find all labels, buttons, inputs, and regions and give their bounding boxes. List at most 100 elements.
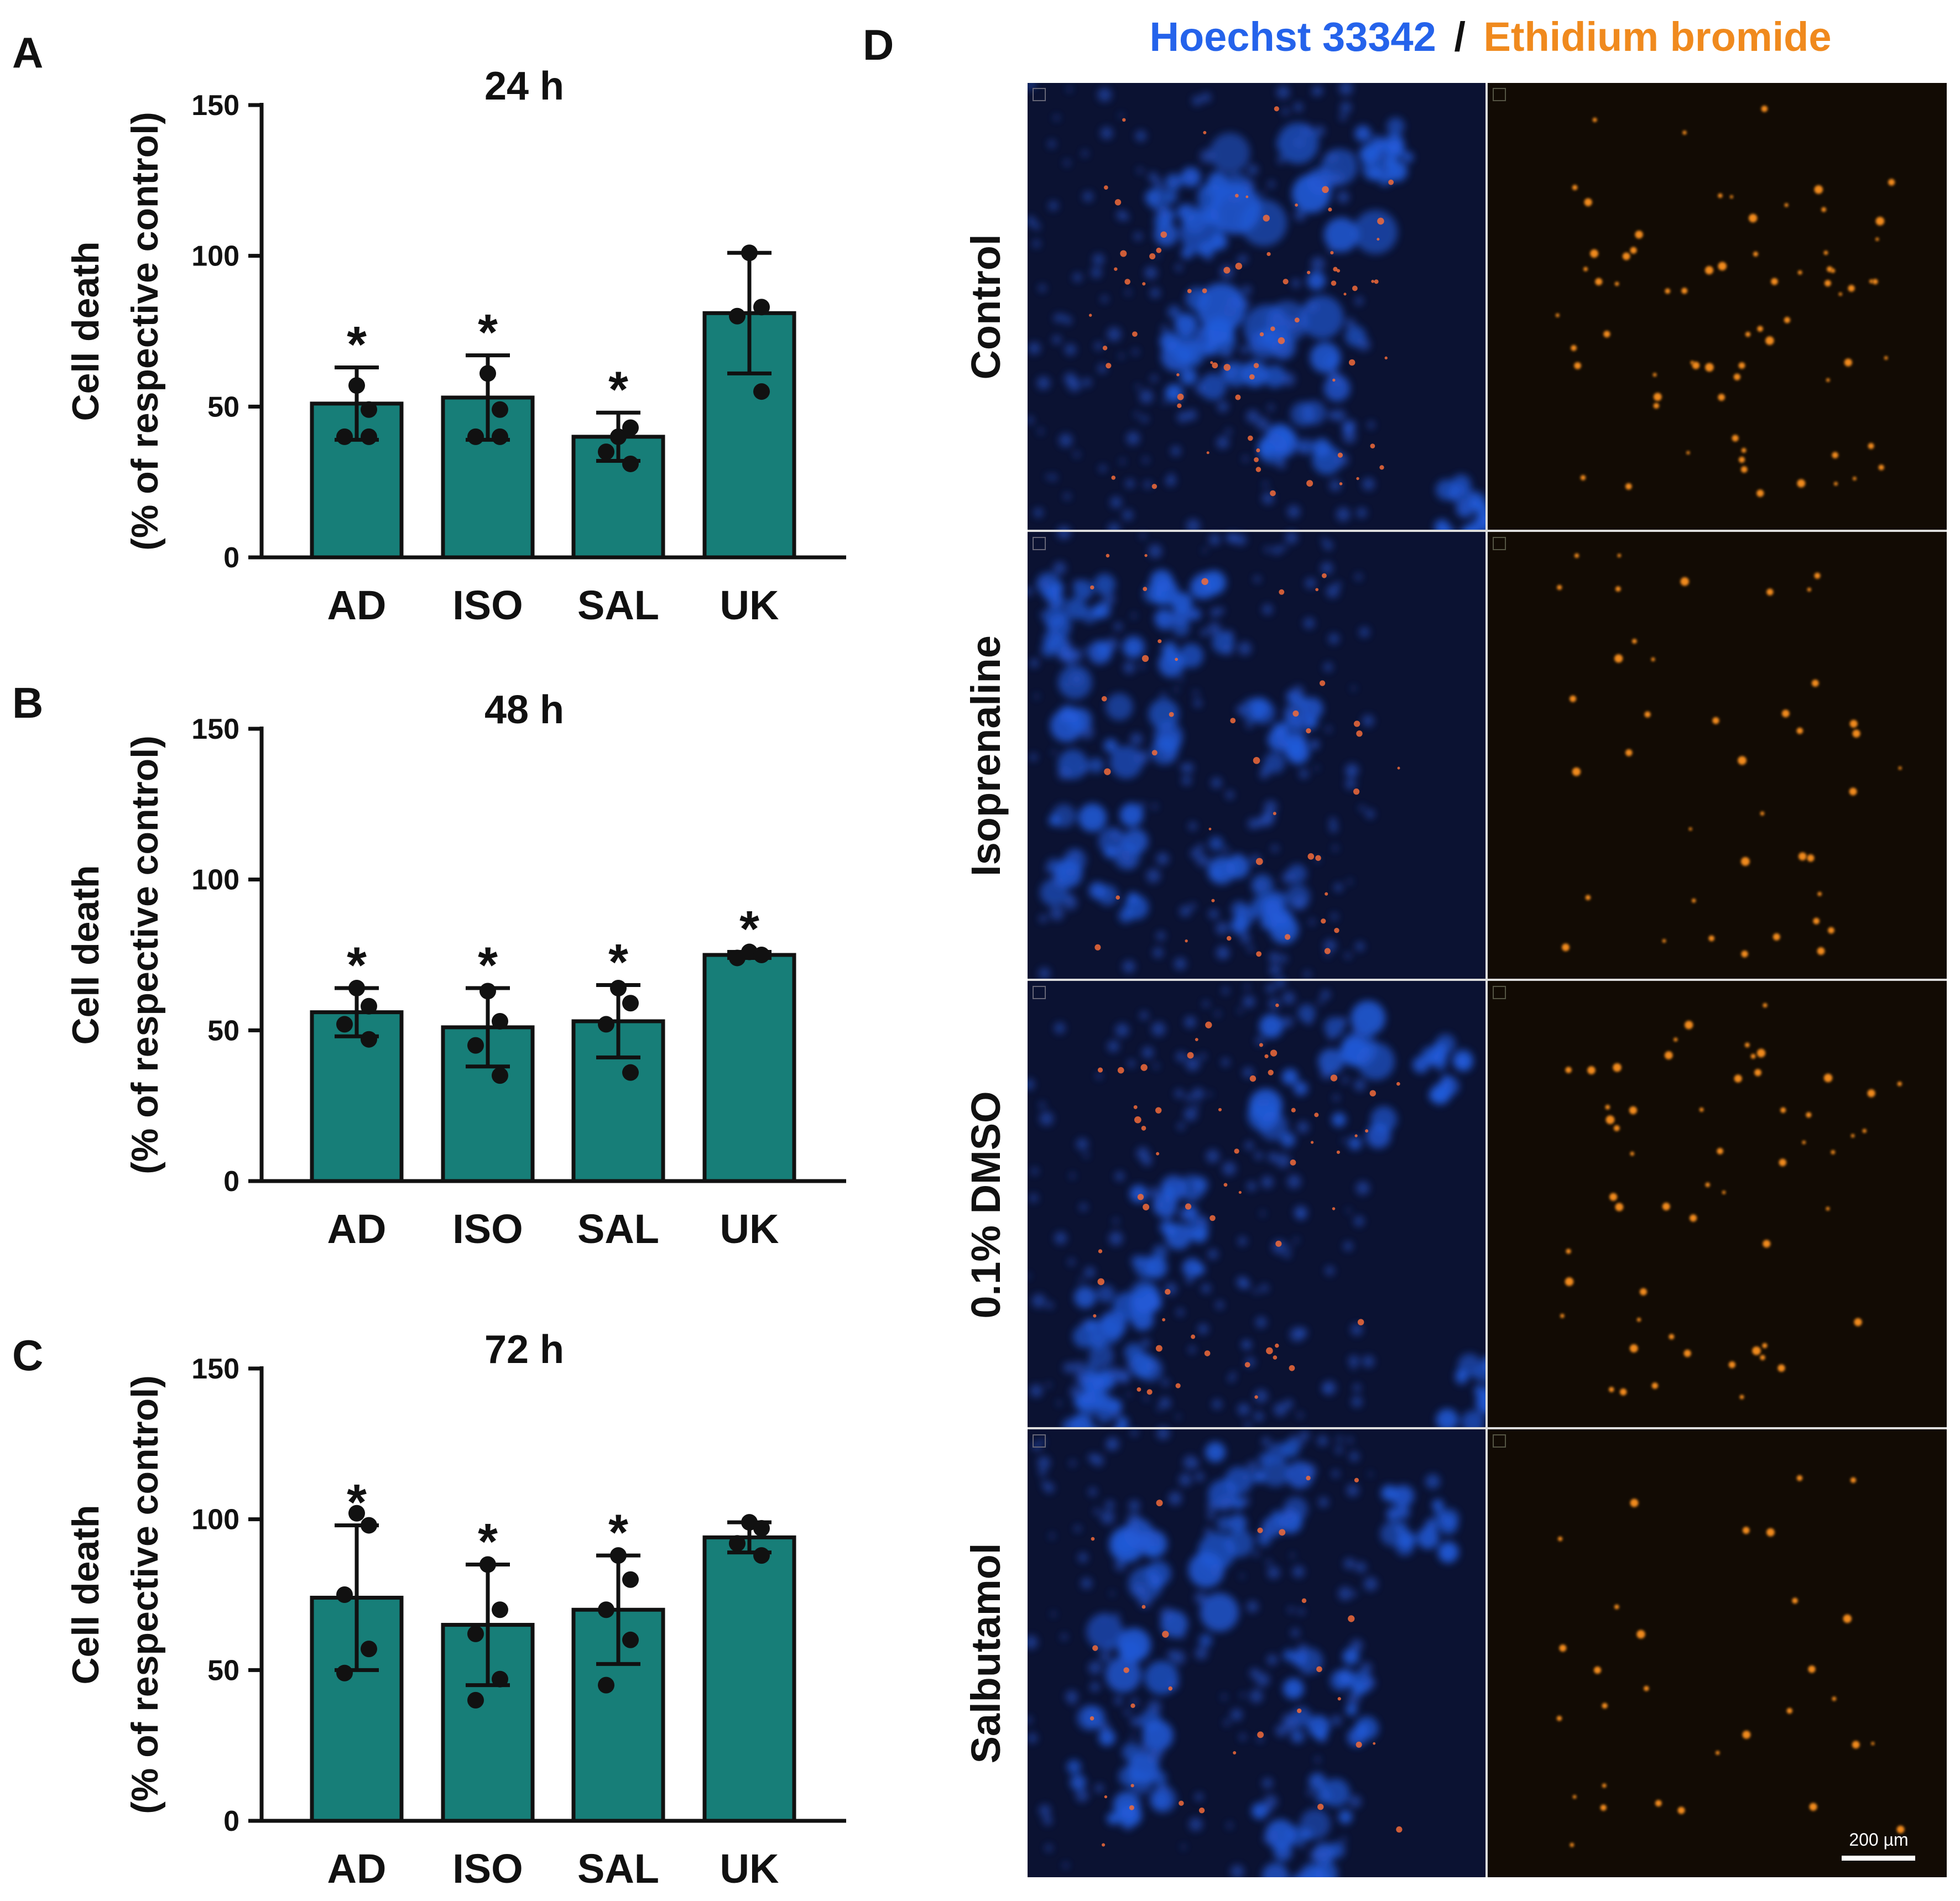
significance-marker: * [478,305,498,361]
data-point [598,1601,614,1618]
y-tick-label: 100 [191,864,239,896]
x-tick-label: AD [327,1206,387,1252]
data-point [467,1625,484,1642]
significance-marker: * [608,1505,628,1561]
x-tick-label: SAL [577,1846,659,1892]
data-point [336,1664,353,1681]
data-point [610,979,627,996]
bar-uk [702,953,796,1183]
x-tick-label: UK [720,582,779,628]
y-axis-label-2: (% of respective control) [124,112,166,551]
title-ethidium: Ethidium bromide [1483,14,1831,60]
data-point [348,1505,365,1522]
chart-title: 72 h [484,1328,564,1372]
scale-bar [1842,1856,1915,1861]
micrograph-grid [1028,83,1947,1877]
data-point [492,1012,508,1030]
data-point [361,1031,377,1048]
significance-marker: * [478,937,498,994]
y-axis-label: Cell death [65,242,107,421]
data-point [492,401,508,418]
data-point [741,244,758,262]
data-point [492,1670,508,1688]
data-point [753,1547,770,1564]
data-point [361,428,377,445]
data-point [492,1067,508,1084]
data-point [610,1547,627,1564]
data-point [336,1016,353,1033]
micrograph-ethidium [1488,981,1947,1429]
row-label-2: 0.1% DMSO [963,1091,1009,1318]
data-point [598,1016,614,1033]
title-separator: / [1454,14,1466,60]
data-point [348,979,365,996]
significance-marker: * [347,937,367,994]
chart-b: 48 h Cell death (% of respective control) *… [65,688,846,1252]
data-point [336,428,353,445]
chart-title: 24 h [484,64,564,108]
panel-letter-d: D [863,20,894,69]
data-point [753,383,770,400]
row-label-1: Isoprenaline [963,635,1009,876]
data-point [492,1601,508,1618]
y-tick-label: 50 [207,1654,239,1686]
y-axis-label: Cell death [65,865,107,1045]
data-point [729,949,746,967]
micrograph-row-labels: Control Isoprenaline 0.1% DMSO Salbutamol [963,234,1009,1763]
row-label-3: Salbutamol [963,1543,1009,1764]
data-point [348,377,365,394]
data-point [361,1517,377,1534]
data-point [479,365,496,382]
data-point [753,1520,770,1537]
y-tick-label: 0 [223,1166,239,1198]
data-point [336,1586,353,1603]
data-point [361,401,377,418]
micrograph-ethidium [1488,83,1947,531]
data-point [622,995,639,1012]
y-tick-label: 50 [207,1015,239,1047]
data-point [479,1556,496,1573]
data-point [622,455,639,472]
data-point [729,307,746,325]
significance-marker: * [739,901,759,958]
x-tick-label: SAL [577,1206,659,1252]
data-point [610,428,627,445]
y-tick-label: 100 [191,1504,239,1536]
data-point [492,428,508,445]
significance-marker: * [347,1475,367,1531]
y-axis-label-2: (% of respective control) [124,735,166,1174]
significance-marker: * [608,934,628,991]
panel-letter-a: A [12,28,43,77]
micrograph-merged [1028,83,1495,544]
chart-title: 48 h [484,688,564,732]
x-tick-label: SAL [577,582,659,628]
y-tick-label: 150 [191,1353,239,1385]
micrograph-merged [1028,526,1487,980]
bar-charts: 24 h Cell death (% of respective control) *… [65,64,846,1892]
data-point [467,428,484,445]
data-point [729,1535,746,1552]
data-point [622,1631,639,1648]
scale-bar-label: 200 µm [1849,1830,1908,1850]
y-axis-label: Cell death [65,1505,107,1685]
significance-marker: * [347,316,367,373]
x-tick-label: ISO [452,582,523,628]
y-tick-label: 100 [191,241,239,273]
x-tick-label: AD [327,1846,387,1892]
x-tick-label: ISO [452,1206,523,1252]
x-tick-label: UK [720,1846,779,1892]
data-point [622,1571,639,1588]
x-tick-label: AD [327,582,387,628]
panel-letter-c: C [12,1331,43,1380]
micrograph-merged [1028,977,1515,1448]
title-hoechst: Hoechst 33342 [1150,14,1436,60]
micrograph-merged [1028,1426,1487,1877]
y-axis-label-2: (% of respective control) [124,1375,166,1814]
significance-marker: * [608,362,628,418]
data-point [753,299,770,316]
y-tick-label: 50 [207,391,239,423]
significance-marker: * [478,1513,498,1570]
row-label-0: Control [963,234,1009,379]
data-point [753,947,770,963]
